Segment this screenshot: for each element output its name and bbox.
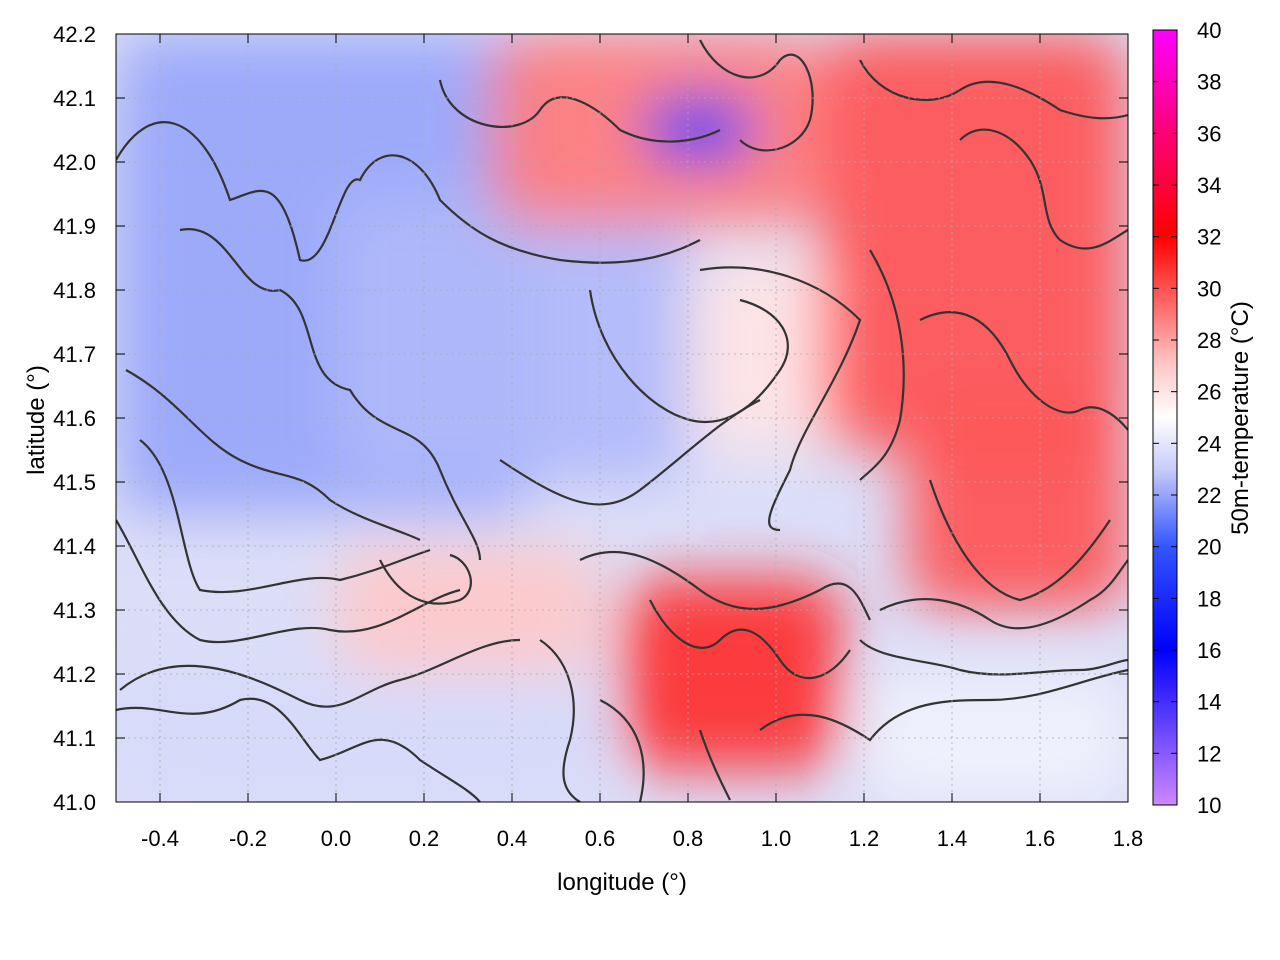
y-tick-label: 41.7	[53, 342, 96, 367]
x-axis-ticks: -0.4 -0.2 0.0 0.2 0.4 0.6 0.8 1.0 1.2 1.4 1.6 1.8	[141, 34, 1143, 851]
x-axis-label: longitude (°)	[557, 869, 687, 896]
contour-line	[438, 79, 721, 143]
temperature-region-east-hot	[908, 418, 1128, 610]
y-axis-label: latitude (°)	[23, 365, 50, 475]
colorbar-tick-label: 40	[1197, 18, 1221, 43]
temperature-region-northeast-hot	[820, 34, 1128, 450]
colorbar-tick-label: 32	[1197, 225, 1221, 250]
contour-line	[116, 519, 461, 644]
contour-line	[859, 249, 905, 481]
colorbar-tick-label: 14	[1197, 690, 1221, 715]
colorbar-tick-label: 34	[1197, 173, 1221, 198]
colorbar-tick-label: 38	[1197, 70, 1221, 95]
x-tick-label: 0.0	[321, 826, 352, 851]
colorbar-ticks: 10 12 14 16 18 20 22 24 26 28 30 32 34 36 38 40	[1153, 18, 1221, 818]
colorbar-tick-label: 22	[1197, 483, 1221, 508]
contour-line	[959, 128, 1128, 250]
contour-line	[919, 311, 1128, 431]
contour-line	[116, 697, 481, 802]
temperature-region-north-cold-patch	[644, 98, 754, 162]
y-tick-label: 41.8	[53, 278, 96, 303]
colorbar: 10 12 14 16 18 20 22 24 26 28 30 32 34 36 38 40 50m-tem…	[1152, 18, 1254, 818]
y-tick-label: 41.3	[53, 598, 96, 623]
y-tick-label: 42.2	[53, 22, 96, 47]
contour-line	[579, 550, 871, 621]
y-tick-label: 41.9	[53, 214, 96, 239]
y-tick-label: 41.6	[53, 406, 96, 431]
x-tick-label: -0.4	[141, 826, 179, 851]
plot-area	[115, 33, 1129, 803]
contour-line	[179, 228, 482, 561]
colorbar-tick-label: 18	[1197, 586, 1221, 611]
x-tick-label: 1.0	[761, 826, 792, 851]
x-tick-label: 1.8	[1113, 826, 1144, 851]
x-tick-label: 1.2	[849, 826, 880, 851]
x-tick-label: 0.4	[497, 826, 528, 851]
contour-line	[125, 369, 421, 541]
colorbar-tick-label: 10	[1197, 793, 1221, 818]
colorbar-label: 50m-temperature (°C)	[1227, 301, 1254, 535]
colorbar-scale	[1152, 29, 1178, 806]
contour-line	[859, 59, 1128, 120]
colorbar-tick-label: 36	[1197, 121, 1221, 146]
temperature-region-south-central-hot	[622, 578, 842, 770]
contour-line	[599, 699, 645, 802]
temperature-region-sea-southeast	[864, 674, 1128, 802]
contour-line	[539, 639, 581, 802]
x-tick-label: -0.2	[229, 826, 267, 851]
contour-line	[649, 599, 851, 680]
grid-lines	[116, 33, 1129, 803]
contour-line	[699, 39, 814, 152]
x-tick-label: 1.6	[1025, 826, 1056, 851]
colorbar-tick-label: 16	[1197, 638, 1221, 663]
contour-line	[698, 729, 731, 801]
contour-line	[116, 121, 701, 264]
contour-line	[379, 553, 472, 605]
colorbar-tick-label: 12	[1197, 741, 1221, 766]
contour-line	[759, 668, 1128, 742]
x-tick-label: 0.8	[673, 826, 704, 851]
colorbar-tick-label: 28	[1197, 328, 1221, 353]
contour-line	[139, 439, 431, 594]
contour-line	[588, 289, 789, 423]
y-tick-label: 41.4	[53, 534, 96, 559]
contour-line	[119, 638, 521, 708]
contour-line	[928, 479, 1111, 602]
y-tick-label: 41.2	[53, 662, 96, 687]
temperature-region-ebro-warm	[336, 546, 600, 674]
colorbar-tick-label: 20	[1197, 535, 1221, 560]
y-tick-label: 41.1	[53, 726, 96, 751]
x-tick-label: 0.6	[585, 826, 616, 851]
y-tick-label: 42.0	[53, 150, 96, 175]
temperature-field	[116, 34, 1128, 802]
contour-lines	[116, 39, 1128, 802]
temperature-region-central-cool	[336, 194, 688, 482]
contour-line	[879, 559, 1128, 630]
x-tick-label: 0.2	[409, 826, 440, 851]
colorbar-tick-label: 24	[1197, 431, 1221, 456]
colorbar-tick-label: 26	[1197, 380, 1221, 405]
y-tick-label: 41.5	[53, 470, 96, 495]
contour-line	[699, 266, 862, 532]
x-tick-label: 1.4	[937, 826, 968, 851]
y-tick-label: 41.0	[53, 790, 96, 815]
contour-line	[499, 399, 761, 506]
colorbar-tick-label: 30	[1197, 276, 1221, 301]
y-axis-ticks: 41.0 41.1 41.2 41.3 41.4 41.5 41.6 41.7 41.8 41.9…	[53, 22, 1128, 815]
y-tick-label: 42.1	[53, 86, 96, 111]
